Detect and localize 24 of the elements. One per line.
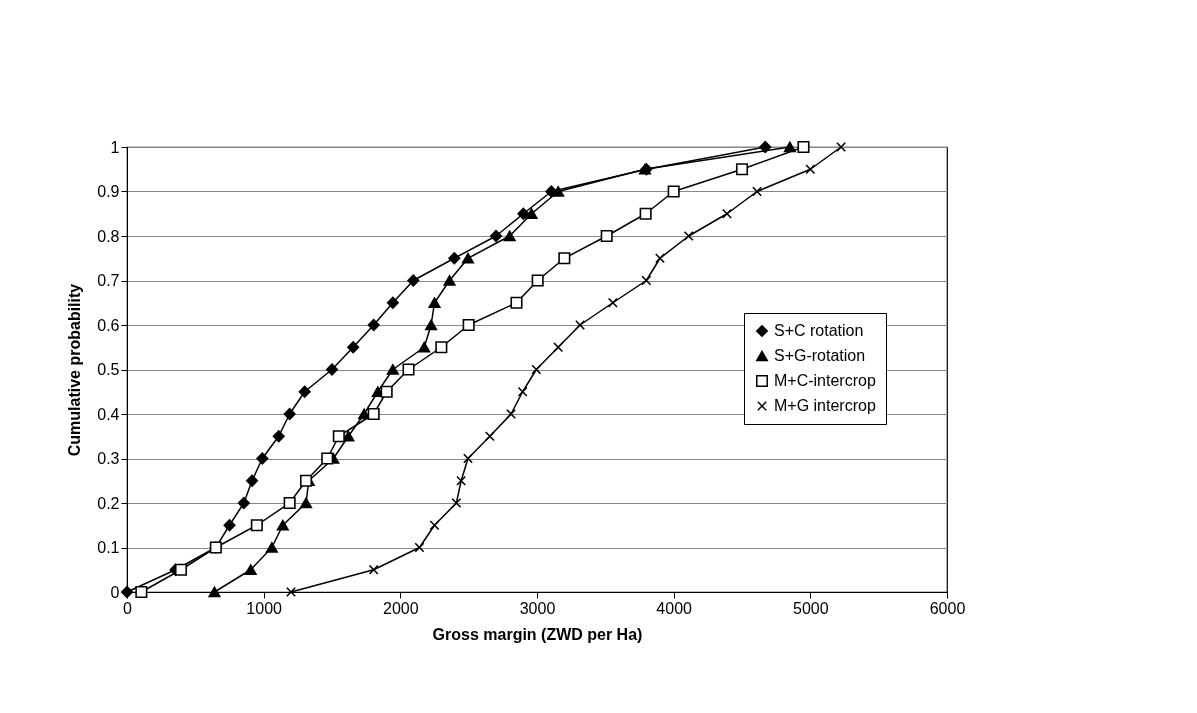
x-axis-title: Gross margin (ZWD per Ha) — [432, 625, 643, 643]
y-tick-label: 0.5 — [97, 361, 120, 378]
legend-label: M+C-intercrop — [774, 372, 876, 389]
x-tick-label: 2000 — [383, 599, 419, 617]
legend-label: S+C rotation — [774, 322, 864, 339]
y-tick-label: 0.7 — [97, 272, 120, 289]
x-tick-label: 4000 — [656, 599, 693, 617]
legend-label: M+G intercrop — [774, 397, 876, 414]
x-tick-label: 6000 — [929, 599, 966, 617]
y-tick-label: 0.9 — [97, 183, 120, 200]
y-tick-label: 0.2 — [97, 494, 120, 512]
x-tick-label: 3000 — [519, 599, 556, 617]
x-tick-label: 1000 — [246, 599, 283, 617]
y-axis-title: Cumulative probability — [66, 283, 84, 457]
y-tick-label: 0.8 — [97, 227, 120, 245]
y-tick-label: 1 — [110, 138, 120, 156]
y-tick-label: 0.3 — [97, 450, 120, 467]
legend-label: S+G-rotation — [774, 347, 866, 364]
y-tick-label: 0.4 — [97, 405, 120, 423]
y-tick-label: 0.1 — [97, 539, 120, 556]
y-tick-label: 0 — [110, 583, 120, 601]
x-tick-label: 0 — [123, 599, 133, 617]
y-tick-label: 0.6 — [97, 316, 120, 334]
x-tick-label: 5000 — [793, 599, 829, 617]
